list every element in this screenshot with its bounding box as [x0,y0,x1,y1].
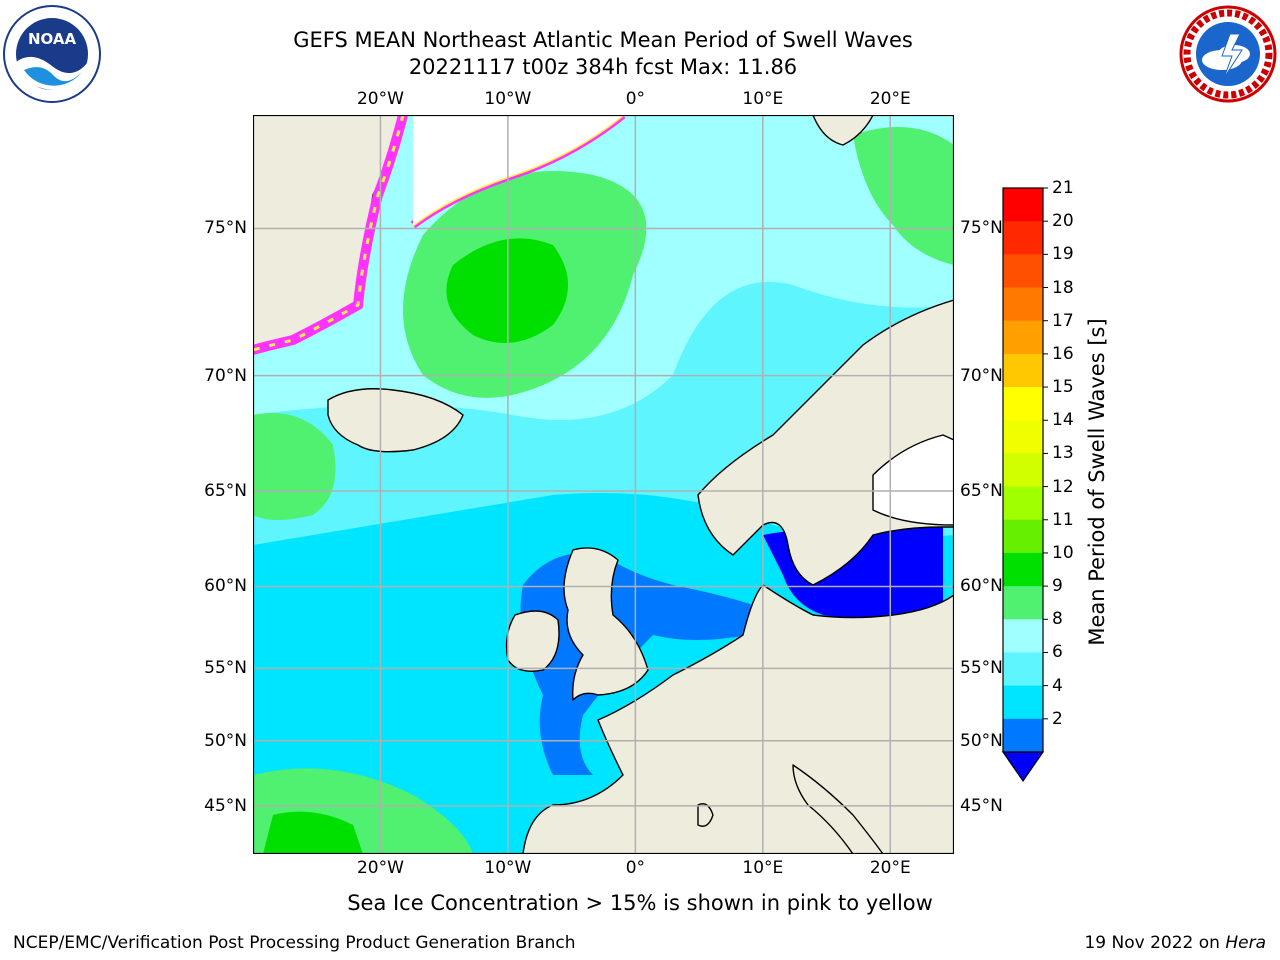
colorbar-bin [1003,486,1043,521]
lon-tick-label-bottom: 10°E [742,858,784,878]
swell-field-9-10-west [253,413,336,520]
footer-date-text: 19 Nov 2022 on [1084,933,1226,953]
colorbar-bin [1003,586,1043,620]
swell-field-9-10-barents [853,127,954,265]
colorbar-bin [1003,685,1043,720]
lat-tick-label-right: 75°N [960,218,1003,239]
colorbar-tick-label: 8 [1052,609,1063,630]
map-subtitle: 20221117 t00z 384h fcst Max: 11.86 [408,55,798,79]
colorbar-tick-label: 17 [1052,310,1074,331]
colorbar-bin [1003,188,1043,222]
colorbar-bin [1003,254,1043,289]
lat-tick-label-right: 50°N [960,730,1003,751]
noaa-logo-icon: NOAA [3,5,101,103]
colorbar-bin [1003,519,1043,554]
lon-tick-label-top: 10°E [742,89,784,109]
iceland-landmass [327,388,464,453]
colorbar-bin [1003,552,1043,587]
lat-tick-label-right: 55°N [960,658,1003,679]
lat-tick-label-left: 75°N [204,218,247,239]
colorbar-tick-label: 12 [1052,476,1074,497]
sardinia-landmass [697,803,714,827]
sea-ice-note-text: Sea Ice Concentration > 15% is shown in … [347,891,933,915]
colorbar-bin [1003,320,1043,355]
colorbar-tick-label: 20 [1052,211,1074,232]
lon-tick-label-top: 20°E [869,89,911,109]
colorbar-bin [1003,387,1043,421]
colorbar-bin [1003,619,1043,653]
lat-tick-label-left: 70°N [204,365,247,386]
colorbar-tick-label: 18 [1052,277,1074,298]
colorbar-bin [1003,221,1043,255]
colorbar [1001,187,1048,783]
italy-landmass [792,764,884,854]
footer-credit: NCEP/EMC/Verification Post Processing Pr… [13,933,576,953]
colorbar-tick-label: 9 [1052,576,1063,597]
lon-tick-label-top: 20°W [356,89,404,109]
finland-unmasked-area [872,434,954,526]
lat-tick-label-right: 60°N [960,576,1003,597]
sea-ice-note: Sea Ice Concentration > 15% is shown in … [0,891,1280,915]
colorbar-label: Mean Period of Swell Waves [s] [1085,318,1109,646]
lat-tick-label-left: 60°N [204,576,247,597]
lon-tick-label-top: 0° [625,89,646,109]
colorbar-tick-label: 11 [1052,509,1074,530]
lon-tick-label-bottom: 20°W [356,858,404,878]
footer-host: Hera [1225,933,1266,953]
colorbar-bin [1003,652,1043,687]
lat-tick-label-left: 45°N [204,795,247,816]
lat-tick-label-right: 45°N [960,795,1003,816]
colorbar-bin [1003,353,1043,388]
nws-logo-icon [1179,5,1277,103]
colorbar-bin [1003,453,1043,488]
svalbard-landmass [812,115,874,146]
lat-tick-label-right: 65°N [960,480,1003,501]
colorbar-tick-label: 10 [1052,542,1074,563]
sea-ice-edge-pink [253,115,408,355]
colorbar-tick-label: 16 [1052,343,1074,364]
noaa-logo-text: NOAA [28,30,77,48]
graticule [253,115,954,854]
colorbar-tick-label: 4 [1052,675,1063,696]
colorbar-tick-label: 14 [1052,410,1074,431]
colorbar-bin [1003,718,1043,753]
lon-tick-label-bottom: 10°W [484,858,532,878]
colorbar-tick-label: 21 [1052,178,1074,198]
lon-tick-label-bottom: 20°E [869,858,911,878]
map-title: GEFS MEAN Northeast Atlantic Mean Period… [293,28,913,52]
footer-date: 19 Nov 2022 on Hera [1084,933,1266,953]
swell-period-map [253,115,954,854]
lat-tick-label-left: 50°N [204,730,247,751]
colorbar-extend-arrow [1001,751,1045,783]
colorbar-frame [1002,187,1044,753]
lat-tick-label-left: 65°N [204,480,247,501]
map-frame [253,115,954,854]
colorbar-bin [1003,287,1043,322]
lat-tick-label-right: 70°N [960,365,1003,386]
lon-tick-label-top: 10°W [484,89,532,109]
colorbar-tick-label: 19 [1052,244,1074,265]
colorbar-tick-label: 15 [1052,377,1074,398]
colorbar-tick-label: 6 [1052,642,1063,663]
lat-tick-label-left: 55°N [204,658,247,679]
colorbar-bin [1003,420,1043,454]
colorbar-tick-label: 2 [1052,708,1063,729]
ireland-landmass [505,610,560,672]
swell-field-10-11-south [263,811,363,854]
sea-ice-unshaded-area [413,115,623,225]
colorbar-tick-label: 13 [1052,443,1074,464]
continental-europe-landmass [522,526,954,854]
lon-tick-label-bottom: 0° [625,858,646,878]
